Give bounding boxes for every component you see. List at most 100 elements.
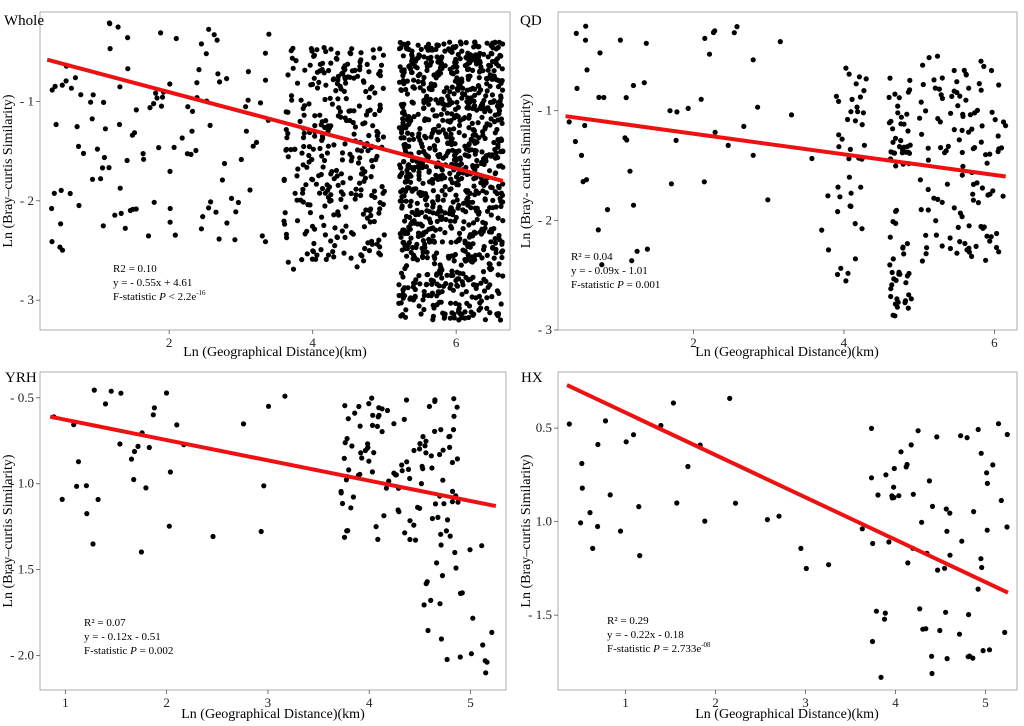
scatter-point xyxy=(376,210,382,216)
scatter-point xyxy=(307,62,313,68)
scatter-point xyxy=(422,245,428,251)
scatter-point xyxy=(334,173,340,179)
scatter-point xyxy=(441,501,447,507)
scatter-point xyxy=(617,37,624,43)
scatter-point xyxy=(587,509,593,516)
scatter-point xyxy=(453,565,459,571)
scatter-point xyxy=(978,139,984,145)
scatter-point xyxy=(847,146,854,152)
scatter-point xyxy=(102,401,109,407)
scatter-point xyxy=(424,67,430,73)
scatter-point xyxy=(311,53,317,59)
scatter-point xyxy=(948,110,954,116)
scatter-point xyxy=(316,173,322,179)
scatter-point xyxy=(432,126,438,132)
scatter-point xyxy=(370,164,376,170)
scatter-point xyxy=(582,122,588,129)
scatter-point xyxy=(481,97,487,104)
scatter-point xyxy=(339,71,345,77)
scatter-point xyxy=(343,223,349,229)
scatter-point xyxy=(321,45,327,51)
scatter-point xyxy=(406,63,412,70)
scatter-point xyxy=(312,226,318,232)
p-value: = 0.001 xyxy=(624,279,660,291)
scatter-point xyxy=(362,447,368,454)
scatter-point xyxy=(898,138,904,144)
scatter-point xyxy=(306,144,312,150)
scatter-point xyxy=(466,243,472,249)
scatter-point xyxy=(422,196,428,203)
scatter-point xyxy=(404,459,410,465)
scatter-point xyxy=(116,121,123,128)
scatter-point xyxy=(437,601,443,607)
scatter-point xyxy=(435,514,441,521)
scatter-point xyxy=(634,248,640,254)
scatter-point xyxy=(498,136,504,142)
scatter-points xyxy=(49,20,506,323)
scatter-point xyxy=(377,200,383,206)
scatter-point xyxy=(440,127,446,133)
scatter-point xyxy=(980,648,986,654)
scatter-point xyxy=(496,163,502,169)
scatter-point xyxy=(262,50,268,56)
scatter-point xyxy=(409,60,415,67)
scatter-point xyxy=(464,257,470,263)
scatter-point xyxy=(431,261,438,267)
scatter-point xyxy=(819,227,825,233)
scatter-point xyxy=(572,138,579,145)
scatter-point xyxy=(923,232,929,238)
scatter-point xyxy=(488,63,494,69)
scatter-point xyxy=(131,448,138,455)
scatter-point xyxy=(972,110,978,116)
scatter-point xyxy=(468,205,474,211)
scatter-point xyxy=(573,30,579,36)
scatter-point xyxy=(285,259,291,265)
scatter-point xyxy=(403,213,410,219)
scatter-point xyxy=(579,460,585,467)
scatter-point xyxy=(401,416,407,422)
scatter-point xyxy=(401,108,407,115)
p-value: = 2.733e xyxy=(660,643,701,655)
scatter-point xyxy=(765,197,771,203)
scatter-point xyxy=(908,296,914,302)
scatter-point xyxy=(453,192,459,198)
scatter-point xyxy=(487,261,493,267)
scatter-point xyxy=(905,305,911,311)
scatter-point xyxy=(430,204,436,210)
scatter-point xyxy=(408,165,415,171)
scatter-point xyxy=(465,50,471,56)
scatter-point xyxy=(391,421,397,427)
f-prefix: F-statistic xyxy=(113,291,159,303)
scatter-point xyxy=(208,199,214,205)
scatter-point xyxy=(332,225,338,231)
scatter-point xyxy=(294,173,300,179)
scatter-point xyxy=(430,302,436,308)
scatter-point xyxy=(419,223,425,229)
f-prefix: F-statistic xyxy=(84,645,130,657)
scatter-point xyxy=(939,95,946,101)
scatter-point xyxy=(419,144,425,150)
scatter-point xyxy=(324,150,330,156)
scatter-point xyxy=(475,83,481,89)
scatter-point xyxy=(369,395,375,401)
scatter-point xyxy=(163,390,170,396)
scatter-point xyxy=(100,223,106,229)
scatter-point xyxy=(487,108,493,114)
scatter-point xyxy=(301,143,307,150)
scatter-point xyxy=(421,306,427,313)
scatter-point xyxy=(954,79,960,85)
scatter-point xyxy=(992,117,998,123)
scatter-point xyxy=(319,214,325,220)
y-tick-label: - 1.0 xyxy=(10,476,34,491)
scatter-point xyxy=(882,610,888,616)
scatter-point xyxy=(416,176,422,182)
scatter-point xyxy=(90,541,96,547)
scatter-point xyxy=(338,488,344,495)
scatter-point xyxy=(323,48,329,55)
scatter-point xyxy=(342,440,348,446)
scatter-point xyxy=(488,50,494,56)
scatter-point xyxy=(224,220,230,226)
scatter-point xyxy=(434,560,440,566)
f-statistic-label: F-statistic P = 0.001 xyxy=(571,279,660,291)
scatter-point xyxy=(442,175,448,181)
